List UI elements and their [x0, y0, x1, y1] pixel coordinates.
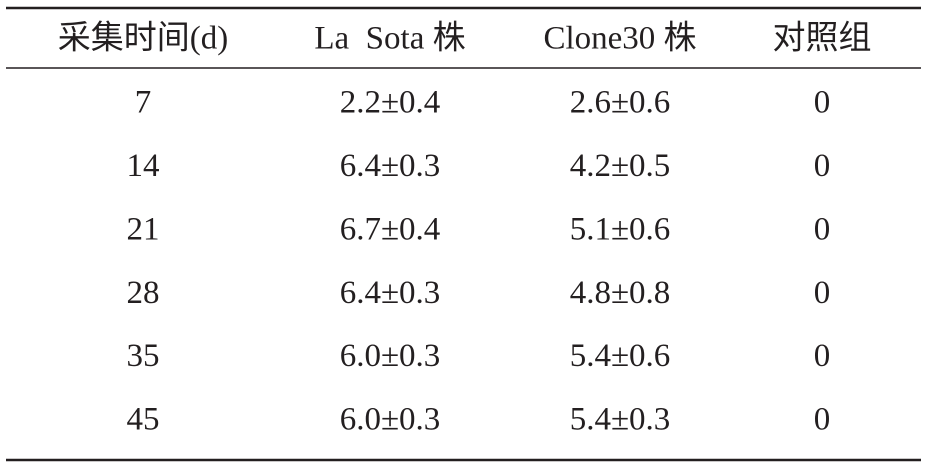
- table-cell: 28: [127, 275, 160, 311]
- table-cell: 0: [814, 148, 831, 184]
- table-cell: 14: [127, 148, 160, 184]
- table-cell: 6.0±0.3: [340, 402, 441, 438]
- table-cell: 0: [814, 211, 831, 247]
- table-cell: 35: [127, 338, 160, 374]
- table-cell: 0: [814, 85, 831, 121]
- header-cell: 对照组: [773, 20, 872, 57]
- table-cell: 6.7±0.4: [340, 211, 441, 247]
- table-cell: 2.6±0.6: [570, 85, 671, 121]
- table-cell: 0: [814, 402, 831, 438]
- header-cell: Clone30 株: [543, 20, 696, 57]
- table-cell: 7: [135, 85, 152, 121]
- table-cell: 0: [814, 338, 831, 374]
- table-cell: 0: [814, 275, 831, 311]
- table-cell: 21: [127, 211, 160, 247]
- table-cell: 6.4±0.3: [340, 275, 441, 311]
- table-cell: 5.4±0.3: [570, 402, 671, 438]
- table-cell: 5.1±0.6: [570, 211, 671, 247]
- table-cell: 6.4±0.3: [340, 148, 441, 184]
- header-cell: 采集时间(d): [58, 20, 228, 57]
- table-cell: 4.8±0.8: [570, 275, 671, 311]
- table-cell: 4.2±0.5: [570, 148, 671, 184]
- table-cell: 5.4±0.6: [570, 338, 671, 374]
- header-cell: La Sota 株: [314, 20, 465, 57]
- table-cell: 6.0±0.3: [340, 338, 441, 374]
- table-cell: 2.2±0.4: [340, 85, 441, 121]
- table-cell: 45: [127, 402, 160, 438]
